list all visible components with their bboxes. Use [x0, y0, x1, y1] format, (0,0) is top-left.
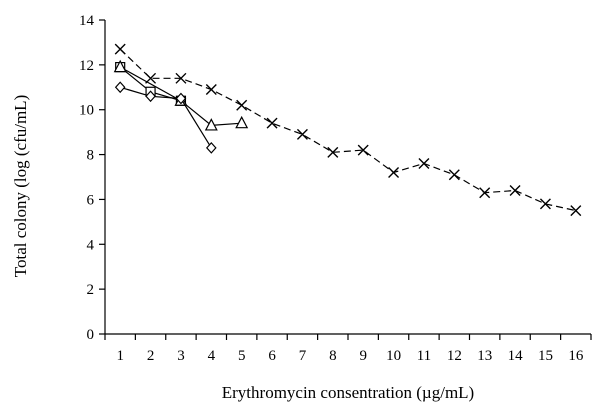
y-tick-label: 8 [87, 148, 95, 164]
data-point [509, 184, 521, 196]
y-axis-title: Total colony (log (cfu/mL) [11, 95, 30, 277]
data-point [114, 81, 126, 94]
data-point [296, 128, 308, 140]
x-tick-label: 4 [208, 348, 216, 364]
data-point [570, 205, 582, 217]
x-tick-label: 12 [447, 348, 462, 364]
x-tick-label: 6 [268, 348, 276, 364]
data-point [175, 92, 187, 105]
x-tick-label: 9 [359, 348, 367, 364]
y-tick-label: 14 [79, 13, 95, 29]
y-tick-label: 0 [87, 327, 95, 343]
y-tick-label: 12 [79, 58, 94, 74]
series-line [119, 66, 242, 127]
y-tick-label: 6 [87, 192, 95, 208]
data-point [448, 169, 460, 181]
data-point [418, 158, 430, 170]
data-point [236, 99, 248, 111]
x-tick-label: 8 [329, 348, 337, 364]
data-point [206, 141, 217, 154]
series-line [120, 86, 212, 149]
data-point [113, 59, 127, 73]
data-point [114, 43, 126, 55]
x-tick-label: 14 [508, 348, 524, 364]
x-axis-title: Erythromycin consentration (µg/mL) [222, 383, 474, 402]
x-tick-label: 1 [116, 348, 124, 364]
data-point [145, 90, 156, 103]
x-tick-label: 2 [147, 348, 155, 364]
data-point [235, 115, 249, 129]
x-tick-label: 5 [238, 348, 246, 364]
data-point [205, 84, 217, 96]
x-tick-label: 11 [417, 348, 431, 364]
data-point [204, 118, 218, 131]
data-point [266, 117, 278, 129]
y-tick-label: 4 [87, 237, 95, 253]
x-tick-label: 3 [177, 348, 185, 364]
series-layer [113, 43, 582, 217]
series-line [119, 48, 576, 212]
data-point [357, 144, 369, 156]
data-point [175, 72, 187, 84]
series-diamond [114, 81, 217, 154]
y-tick-label: 2 [87, 282, 95, 298]
x-tick-label: 16 [568, 348, 584, 364]
data-point [479, 187, 491, 199]
x-tick-label: 15 [538, 348, 553, 364]
y-tick-label: 10 [79, 103, 94, 119]
data-point [539, 198, 551, 210]
x-tick-label: 10 [386, 348, 401, 364]
x-tick-label: 13 [477, 348, 492, 364]
x-tick-label: 7 [299, 348, 307, 364]
series-x [114, 43, 582, 217]
data-point [327, 146, 339, 158]
data-point [388, 167, 400, 179]
